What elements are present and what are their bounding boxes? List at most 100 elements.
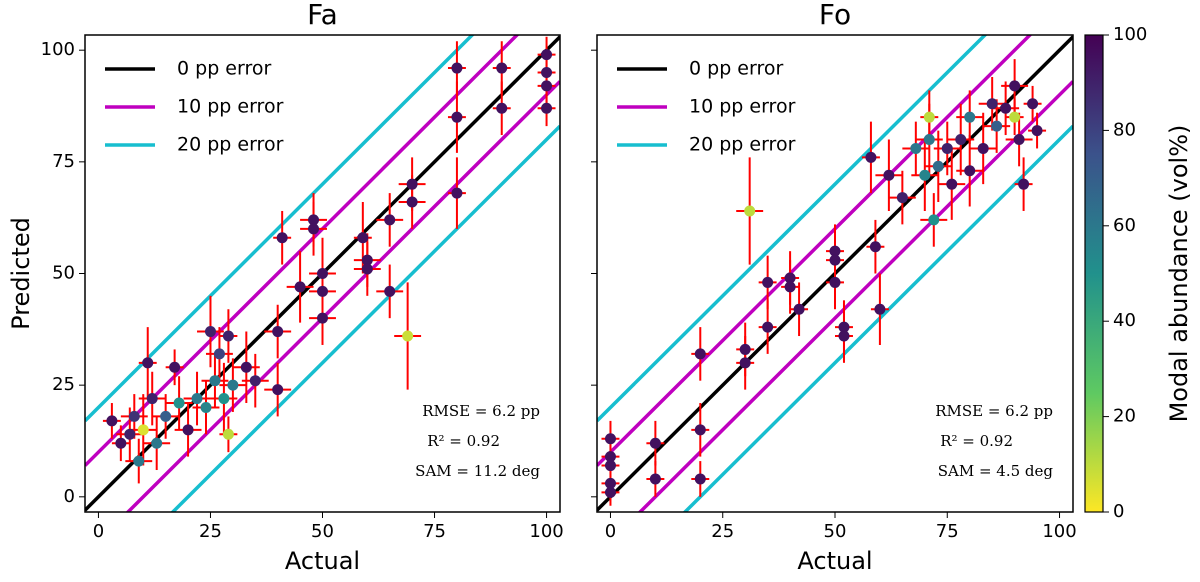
point (222, 428, 234, 440)
point (384, 285, 396, 297)
panel-title: Fo (819, 0, 851, 31)
point (124, 428, 136, 440)
x-tick-label: 100 (529, 521, 563, 542)
annotation: SAM = 11.2 deg (415, 462, 540, 480)
point (604, 477, 616, 489)
point (793, 303, 805, 315)
x-tick-label: 25 (199, 521, 222, 542)
point (137, 424, 149, 436)
point (604, 486, 616, 498)
point (1009, 80, 1021, 92)
point (829, 245, 841, 257)
point (272, 384, 284, 396)
point (896, 192, 908, 204)
x-tick-label: 50 (824, 521, 847, 542)
colorbar-tick-label: 100 (1113, 24, 1147, 45)
point (106, 415, 118, 427)
point (1031, 125, 1043, 137)
point (1018, 178, 1030, 190)
point (604, 451, 616, 463)
point (204, 326, 216, 338)
point (604, 433, 616, 445)
x-tick-label: 75 (423, 521, 446, 542)
point (160, 410, 172, 422)
point (883, 169, 895, 181)
plot-area (597, 35, 1073, 512)
point (991, 120, 1003, 132)
point (308, 214, 320, 226)
x-tick-label: 0 (605, 521, 616, 542)
colorbar-tick-label: 0 (1113, 501, 1124, 522)
point (384, 214, 396, 226)
axes-frame (596, 34, 1074, 513)
point (272, 326, 284, 338)
reference-line (637, 80, 1073, 512)
point (739, 343, 751, 355)
point (784, 281, 796, 293)
point (541, 67, 553, 79)
point (213, 348, 225, 360)
legend-label: 0 pp error (177, 58, 271, 80)
point (694, 424, 706, 436)
colorbar (1084, 34, 1104, 513)
reference-line (682, 124, 1073, 512)
point (541, 102, 553, 114)
point (169, 361, 181, 373)
point (874, 303, 886, 315)
y-tick-label: 0 (64, 486, 75, 507)
point (784, 272, 796, 284)
plot-area (85, 35, 560, 512)
legend-label: 20 pp error (177, 134, 284, 156)
colorbar-tick-label: 80 (1113, 119, 1136, 140)
point (317, 268, 328, 279)
point (923, 134, 935, 146)
colorbar-tick-label: 40 (1113, 310, 1136, 331)
y-tick-label: 50 (52, 263, 75, 284)
legend-label: 20 pp error (689, 134, 796, 156)
point (865, 151, 877, 163)
point (496, 102, 508, 114)
point (649, 437, 661, 449)
point (406, 196, 418, 208)
x-tick-label: 25 (711, 521, 734, 542)
point (361, 254, 373, 266)
annotation: RMSE = 6.2 pp (422, 402, 540, 420)
point (227, 379, 239, 391)
point (838, 321, 850, 333)
reference-line (170, 124, 560, 512)
point (1009, 111, 1021, 123)
point (173, 397, 185, 409)
point (142, 357, 154, 369)
point (838, 330, 850, 342)
y-tick-label: 75 (52, 151, 75, 172)
point (694, 473, 706, 485)
point (222, 330, 234, 342)
annotation: R² = 0.92 (427, 432, 500, 450)
point (451, 111, 463, 123)
point (829, 254, 841, 266)
legend-label: 0 pp error (689, 58, 783, 80)
point (276, 232, 288, 244)
x-tick-label: 100 (1042, 521, 1076, 542)
annotation: SAM = 4.5 deg (938, 462, 1054, 480)
point (604, 460, 616, 472)
point (762, 321, 774, 333)
annotation: R² = 0.92 (940, 432, 1013, 450)
point (294, 281, 306, 293)
x-axis-label: Actual (285, 547, 360, 575)
point (910, 142, 922, 154)
point (964, 165, 976, 177)
point (869, 241, 881, 253)
point (739, 357, 751, 369)
point (923, 111, 935, 123)
point (977, 142, 989, 154)
point (1013, 134, 1025, 146)
point (451, 187, 463, 199)
point (133, 455, 145, 467)
point (115, 437, 127, 449)
point (218, 393, 230, 405)
x-axis-label: Actual (797, 547, 872, 575)
point (357, 232, 369, 244)
point (694, 348, 706, 360)
